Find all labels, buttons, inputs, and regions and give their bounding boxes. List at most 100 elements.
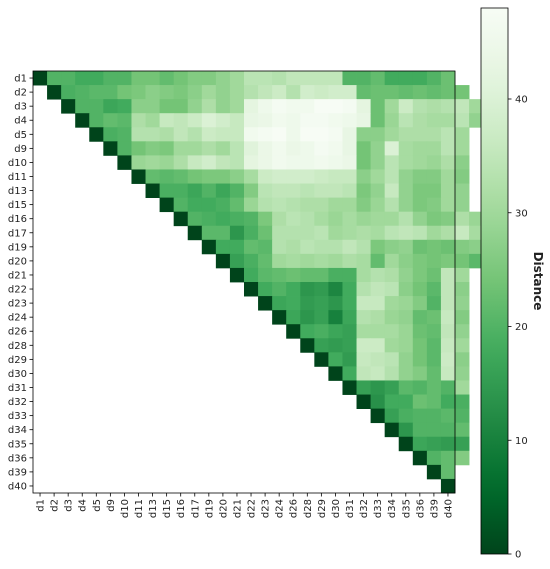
colorbar-tick-label: 10 <box>515 436 528 447</box>
heatmap-cell <box>440 211 456 227</box>
heatmap-cell <box>440 408 456 424</box>
heatmap-cell <box>426 366 442 381</box>
heatmap-cell <box>342 352 357 367</box>
heatmap-cell <box>201 71 217 86</box>
heatmap-cell <box>300 239 315 255</box>
heatmap-cell <box>159 71 175 86</box>
heatmap-cell <box>370 408 386 424</box>
heatmap-cell <box>328 113 343 128</box>
heatmap-cell <box>215 169 231 184</box>
colorbar-gradient <box>480 7 509 555</box>
y-tick-label: d1 <box>14 74 27 85</box>
heatmap-cell <box>370 211 386 227</box>
heatmap-cell <box>370 85 386 100</box>
heatmap-cell <box>469 99 484 114</box>
x-tick-label: d15 <box>162 499 173 518</box>
heatmap-cell <box>328 324 343 339</box>
heatmap-cell <box>356 267 371 283</box>
heatmap-cell <box>314 225 329 241</box>
heatmap-cell <box>244 282 259 297</box>
heatmap-cell <box>258 71 273 86</box>
heatmap-cell <box>440 464 456 480</box>
heatmap-cell <box>370 71 386 86</box>
heatmap-cell <box>244 169 259 184</box>
heatmap-cell <box>440 183 456 198</box>
heatmap-cell <box>229 85 245 100</box>
x-tick-label: d19 <box>204 499 215 518</box>
heatmap-cell <box>244 127 259 142</box>
heatmap-cell <box>469 239 484 255</box>
heatmap-cell <box>384 71 400 86</box>
heatmap-cell <box>356 169 371 184</box>
heatmap-cell <box>455 282 470 297</box>
heatmap-cell <box>426 113 442 128</box>
heatmap-cell <box>173 169 189 184</box>
heatmap-cell <box>159 141 175 156</box>
heatmap-cell <box>159 127 175 142</box>
heatmap-cell <box>384 296 400 311</box>
x-tick-label: d13 <box>148 499 159 518</box>
heatmap-cell <box>89 113 104 128</box>
heatmap-cell <box>440 71 456 86</box>
y-tick-label: d21 <box>8 270 27 281</box>
heatmap-cell <box>201 225 217 241</box>
y-tick-label: d9 <box>14 144 27 155</box>
heatmap-cell <box>426 394 442 409</box>
heatmap-cell <box>455 85 470 100</box>
heatmap-cell <box>229 183 245 198</box>
heatmap-cell <box>384 197 400 213</box>
heatmap-cell <box>286 225 301 241</box>
x-tick-label: d22 <box>247 499 258 518</box>
heatmap-cell <box>455 253 470 269</box>
heatmap-cell <box>300 141 315 156</box>
heatmap-cell <box>398 352 414 367</box>
heatmap-cell <box>384 408 400 424</box>
y-tick-label: d39 <box>8 467 27 478</box>
heatmap-cell <box>272 169 287 184</box>
heatmap-cell <box>272 296 287 311</box>
heatmap-cell <box>103 99 118 114</box>
heatmap-cell <box>300 183 315 198</box>
heatmap-cell <box>258 225 273 241</box>
heatmap-cell <box>314 324 329 339</box>
heatmap-cell <box>328 85 343 100</box>
y-tick-label: d17 <box>8 228 27 239</box>
heatmap-cell <box>342 183 357 198</box>
heatmap-cell <box>75 85 90 100</box>
heatmap-cell <box>342 282 357 297</box>
heatmap-cell <box>455 296 470 311</box>
y-tick-label: d35 <box>8 439 27 450</box>
heatmap-cell <box>314 197 329 213</box>
x-tick-label: d33 <box>373 499 384 518</box>
heatmap-cell <box>440 113 456 128</box>
heatmap-cell <box>440 338 456 353</box>
heatmap-cell <box>398 296 414 311</box>
x-tick-label: d36 <box>415 499 426 518</box>
heatmap-cell <box>286 71 301 86</box>
heatmap-cell <box>342 296 357 311</box>
heatmap-cell <box>201 113 217 128</box>
heatmap-cell <box>229 99 245 114</box>
heatmap-cell <box>455 267 470 283</box>
heatmap-cell <box>370 155 386 170</box>
heatmap-cell <box>145 85 160 100</box>
heatmap-cell <box>131 113 146 128</box>
heatmap-cell <box>398 394 414 409</box>
heatmap-cell <box>272 155 287 170</box>
heatmap-cell <box>145 99 160 114</box>
heatmap-cell <box>159 183 175 198</box>
heatmap-cell <box>455 380 470 395</box>
x-tick-label: d17 <box>190 499 201 518</box>
heatmap-cell <box>300 225 315 241</box>
heatmap-cell <box>75 71 90 86</box>
colorbar-tick-label: 30 <box>515 208 528 219</box>
heatmap-cell <box>328 169 343 184</box>
heatmap-cell <box>384 169 400 184</box>
heatmap-cell <box>187 155 203 170</box>
heatmap-cell <box>370 366 386 381</box>
heatmap-cell <box>244 155 259 170</box>
heatmap-cell <box>314 127 329 142</box>
heatmap-cell <box>328 99 343 114</box>
heatmap-cell <box>328 211 343 227</box>
heatmap-cell <box>173 85 189 100</box>
